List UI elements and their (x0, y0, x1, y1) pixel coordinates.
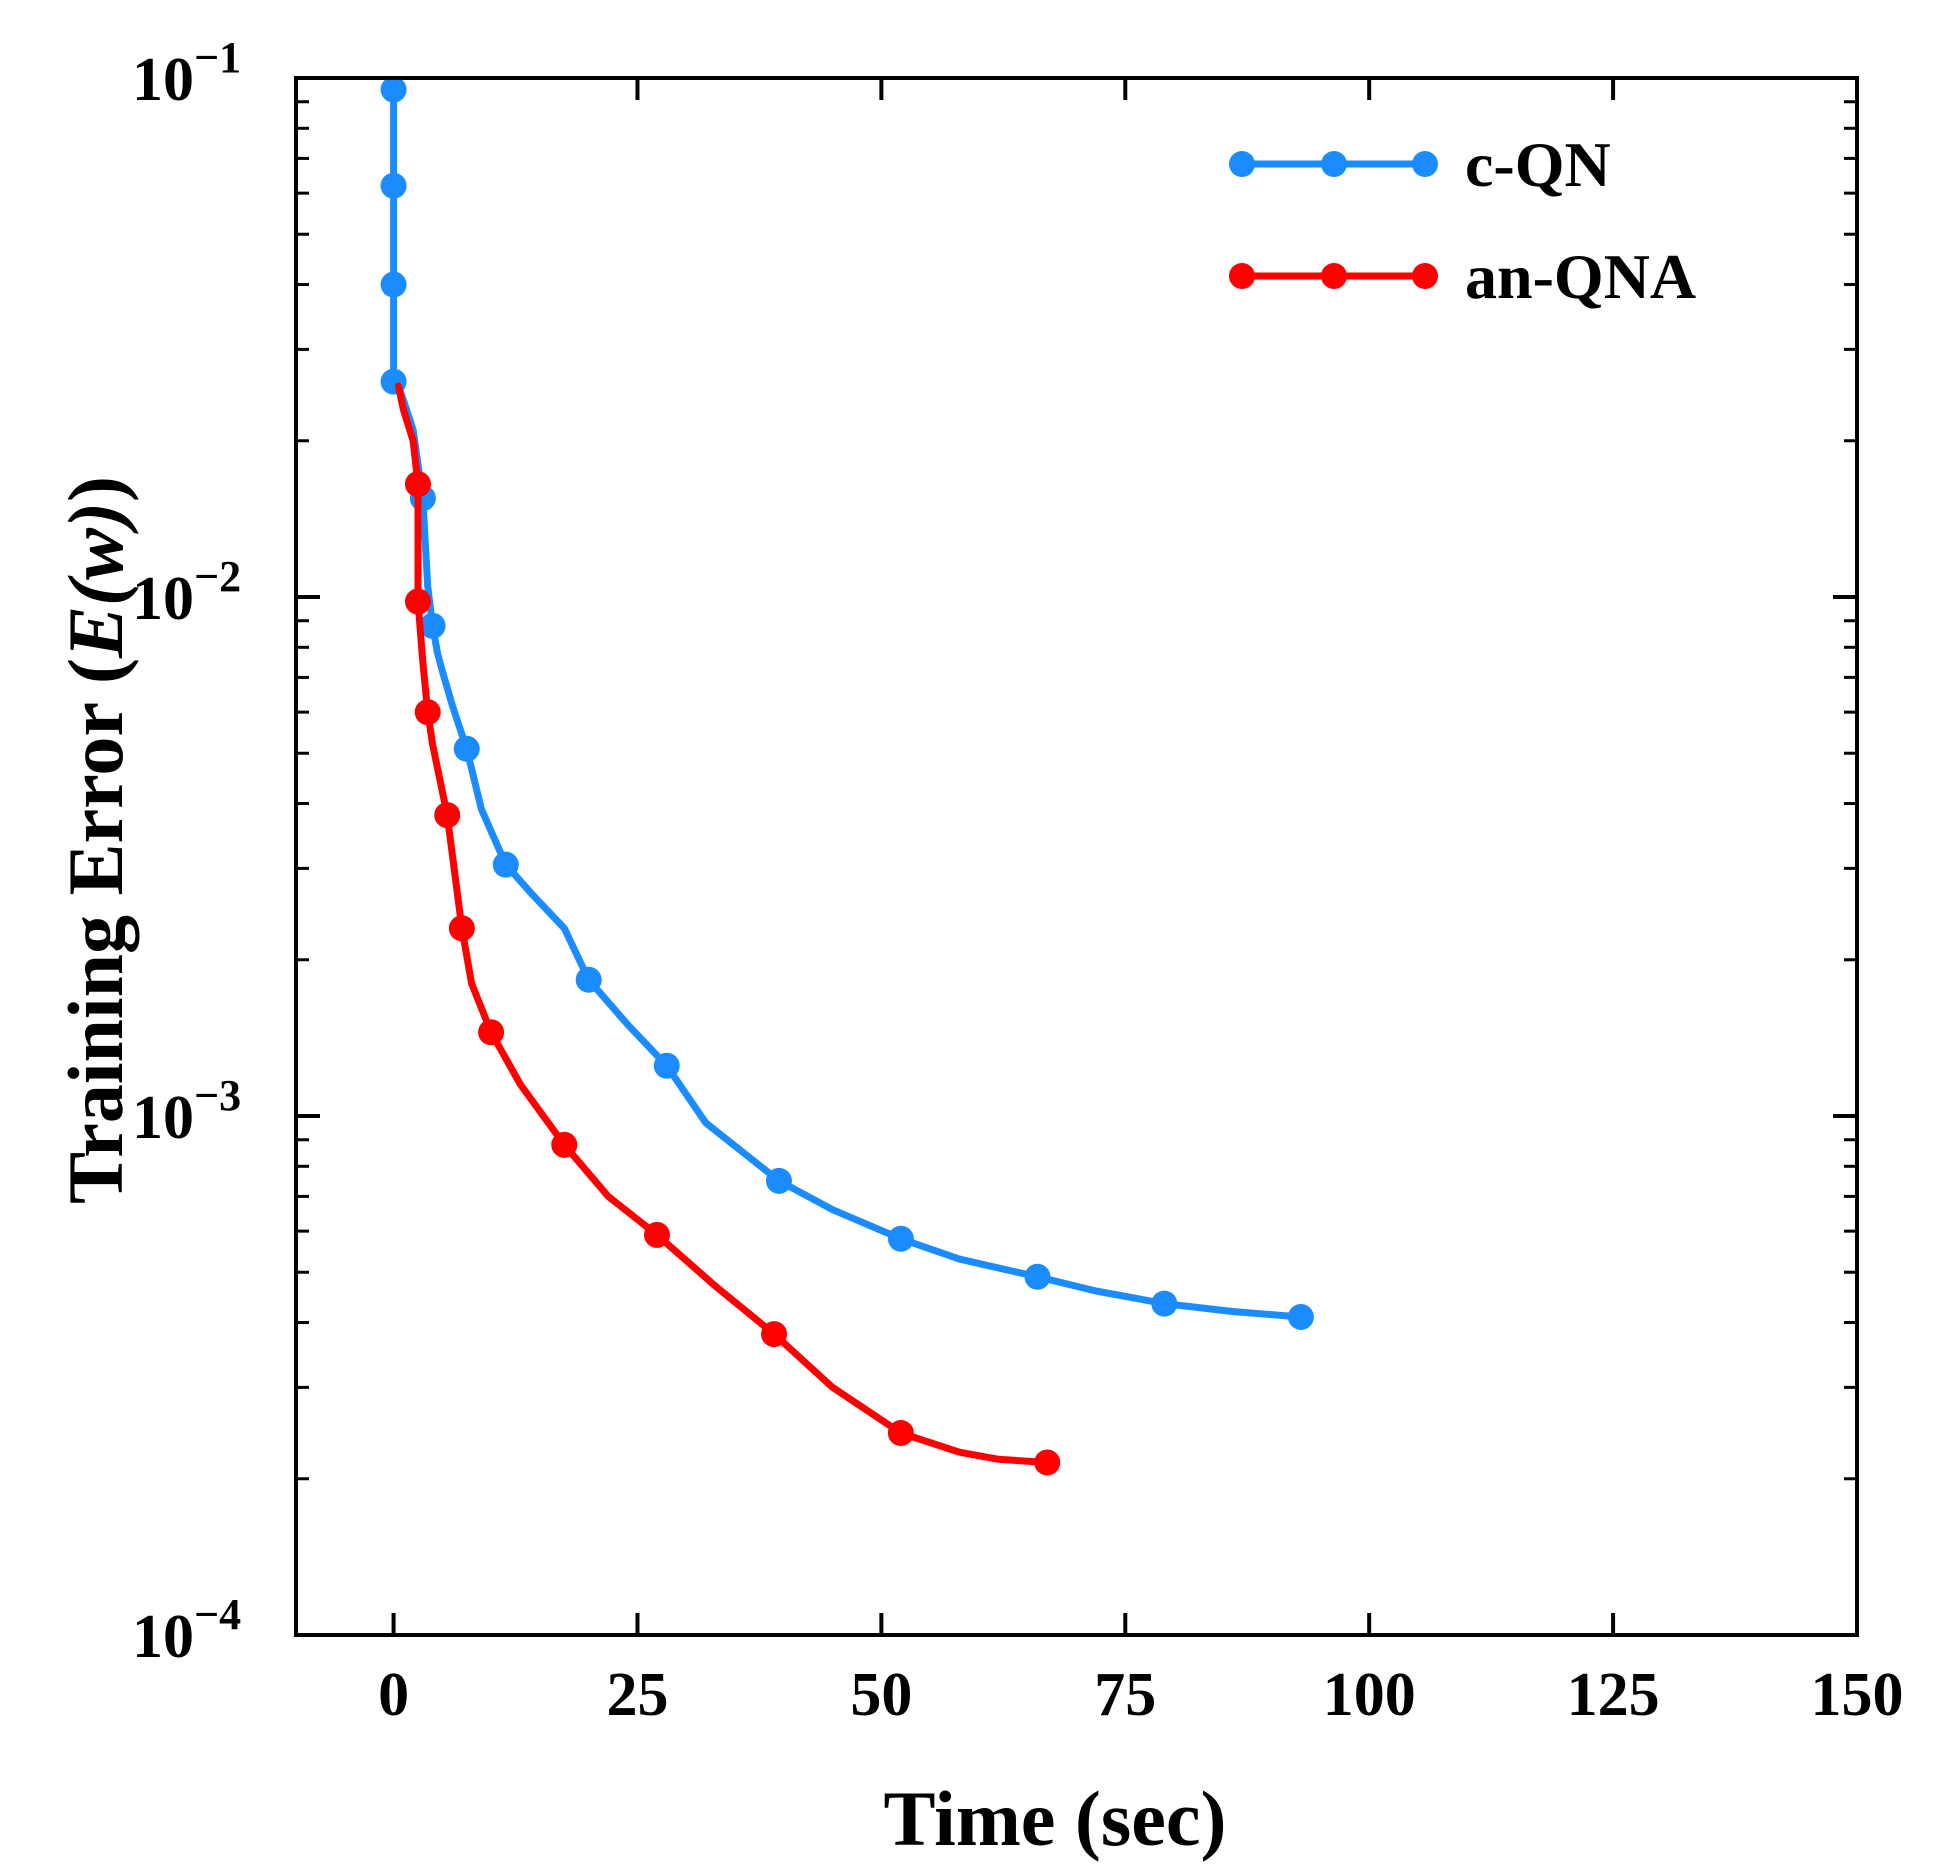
legend-marker-an-QNA (1321, 263, 1347, 289)
data-point-c-QN (453, 735, 480, 762)
x-tick-label: 25 (606, 1661, 668, 1729)
y-axis-title-prefix: Training Error ( (52, 658, 139, 1204)
y-tick-base: 10 (132, 1603, 194, 1671)
data-point-c-QN (1287, 1303, 1314, 1330)
y-tick-exponent: −1 (194, 33, 241, 82)
data-point-c-QN (419, 612, 446, 639)
y-tick-exponent: −2 (194, 552, 241, 601)
data-point-an-QNA (643, 1221, 670, 1248)
data-point-an-QNA (404, 588, 431, 615)
legend-marker-an-QNA (1229, 263, 1255, 289)
data-point-c-QN (653, 1052, 680, 1079)
data-point-an-QNA (887, 1420, 914, 1447)
y-tick-label: 10−1 (132, 33, 241, 114)
data-point-an-QNA (1034, 1449, 1061, 1476)
data-point-c-QN (380, 172, 407, 199)
y-tick-exponent: −3 (194, 1071, 241, 1120)
data-point-an-QNA (478, 1019, 505, 1046)
y-tick-exponent: −4 (194, 1590, 241, 1639)
series-layer (380, 76, 1314, 1476)
data-point-an-QNA (414, 699, 441, 726)
data-point-an-QNA (448, 915, 475, 942)
y-tick-label: 10−4 (132, 1590, 241, 1671)
x-axis-title: Time (sec) (884, 1775, 1227, 1862)
x-tick-label: 0 (378, 1661, 409, 1729)
legend-marker-an-QNA (1412, 263, 1438, 289)
data-point-an-QNA (551, 1131, 578, 1158)
data-point-c-QN (380, 271, 407, 298)
y-tick-base: 10 (132, 46, 194, 114)
x-tick-label: 100 (1323, 1661, 1416, 1729)
plot-frame (294, 76, 1859, 1637)
y-tick-base: 10 (132, 1084, 194, 1152)
y-tick-base: 10 (132, 565, 194, 633)
legend-marker-c-QN (1229, 151, 1255, 177)
data-point-c-QN (380, 76, 407, 103)
y-axis-title-suffix: ) (52, 476, 139, 502)
data-point-c-QN (1024, 1263, 1051, 1290)
legend-marker-c-QN (1412, 151, 1438, 177)
legend-marker-c-QN (1321, 151, 1347, 177)
x-tick-label: 150 (1811, 1661, 1904, 1729)
data-point-an-QNA (434, 802, 461, 829)
y-axis-title: Training Error (E(w)) (52, 476, 139, 1204)
data-point-an-QNA (404, 471, 431, 498)
x-tick-label: 125 (1567, 1661, 1660, 1729)
legend: c-QN an-QNA (1229, 129, 1696, 312)
data-point-c-QN (765, 1167, 792, 1194)
x-tick-label: 75 (1094, 1661, 1156, 1729)
legend-label-c-QN: c-QN (1465, 129, 1611, 200)
y-tick-label: 10−3 (132, 1071, 241, 1152)
legend-label-an-QNA: an-QNA (1465, 241, 1696, 312)
y-tick-label: 10−2 (132, 552, 241, 633)
x-tick-label: 50 (850, 1661, 912, 1729)
data-point-c-QN (1151, 1290, 1178, 1317)
y-axis-title-math: E(w) (52, 502, 139, 659)
data-point-c-QN (575, 966, 602, 993)
data-point-c-QN (887, 1225, 914, 1252)
data-point-an-QNA (761, 1321, 788, 1348)
data-point-c-QN (492, 851, 519, 878)
